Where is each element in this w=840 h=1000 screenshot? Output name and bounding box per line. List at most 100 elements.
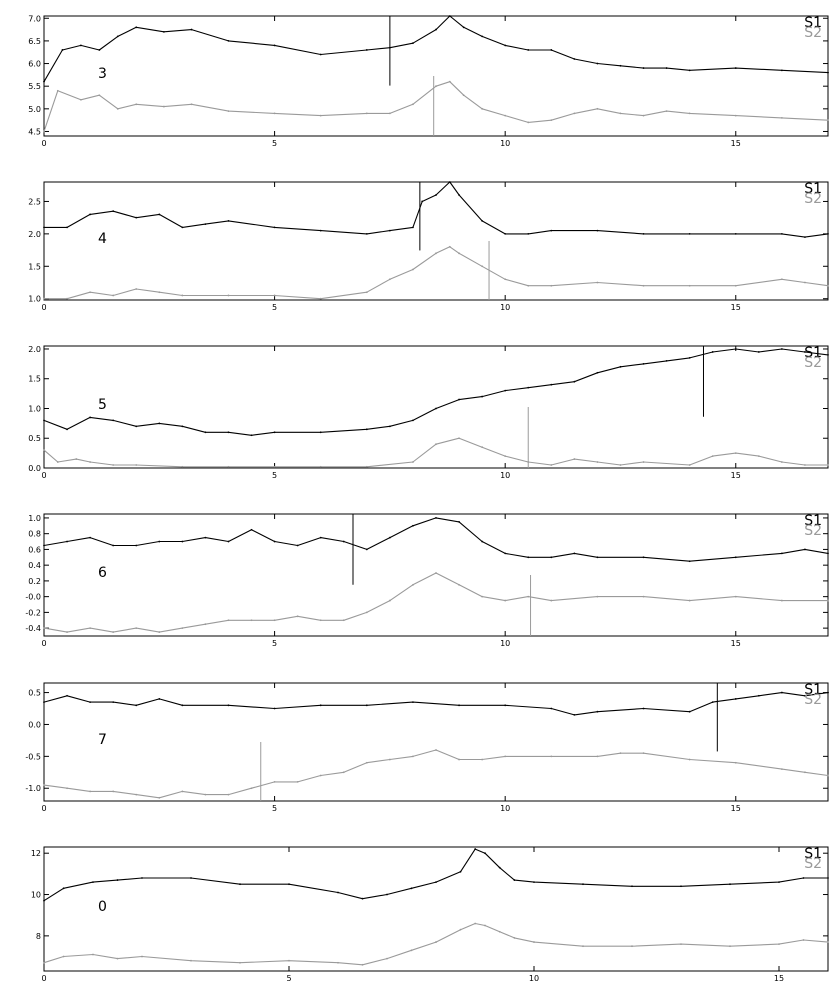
data-point-s2 bbox=[337, 961, 339, 964]
data-point-s2 bbox=[631, 945, 633, 948]
data-point-s1 bbox=[92, 881, 94, 884]
data-point-s2 bbox=[680, 943, 682, 946]
data-point-s1 bbox=[619, 365, 622, 368]
data-point-s2 bbox=[573, 458, 576, 460]
data-point-s2 bbox=[827, 599, 829, 602]
data-point-s2 bbox=[181, 294, 184, 297]
data-point-s1 bbox=[319, 229, 322, 232]
y-tick-label: 1.0 bbox=[28, 514, 41, 523]
y-tick-label: 7.0 bbox=[28, 14, 41, 23]
x-tick-label: 5 bbox=[272, 139, 277, 148]
data-point-s2 bbox=[688, 112, 691, 115]
data-point-s2 bbox=[66, 631, 68, 633]
data-point-s1 bbox=[481, 540, 484, 543]
data-point-s2 bbox=[365, 291, 368, 294]
data-point-s2 bbox=[388, 278, 391, 281]
data-point-s2 bbox=[459, 928, 462, 931]
data-point-s1 bbox=[573, 380, 576, 383]
data-point-s1 bbox=[227, 431, 230, 434]
data-point-s1 bbox=[190, 877, 192, 879]
data-point-s1 bbox=[66, 428, 68, 431]
data-point-s1 bbox=[412, 701, 414, 704]
data-point-s2 bbox=[582, 945, 584, 948]
y-tick-label: 2.0 bbox=[28, 345, 41, 354]
series-line-s2 bbox=[43, 572, 828, 633]
data-point-s2 bbox=[484, 924, 486, 927]
data-point-s1 bbox=[827, 354, 829, 356]
y-tick-label: -0.0 bbox=[25, 593, 41, 602]
data-point-s2 bbox=[481, 446, 484, 449]
data-point-s2 bbox=[319, 774, 322, 777]
data-point-s1 bbox=[365, 704, 368, 707]
data-point-s2 bbox=[204, 793, 207, 796]
data-point-s1 bbox=[365, 428, 368, 431]
data-point-s1 bbox=[474, 848, 477, 850]
data-point-s2 bbox=[504, 114, 507, 117]
data-point-s2 bbox=[780, 461, 783, 463]
y-tick-label: 4.5 bbox=[28, 127, 41, 136]
data-point-s1 bbox=[43, 701, 45, 704]
data-point-s2 bbox=[458, 437, 460, 440]
plot-frame bbox=[43, 15, 829, 137]
data-point-s1 bbox=[827, 71, 829, 74]
data-point-s1 bbox=[388, 229, 391, 232]
plot-frame bbox=[43, 682, 829, 802]
data-point-s2 bbox=[804, 771, 806, 774]
plot-frame bbox=[43, 513, 829, 637]
data-point-s2 bbox=[827, 774, 829, 777]
data-point-s2 bbox=[388, 758, 391, 761]
data-point-s1 bbox=[550, 49, 553, 51]
data-point-s1 bbox=[135, 26, 138, 29]
data-point-s2 bbox=[342, 771, 345, 774]
data-point-s2 bbox=[412, 461, 414, 463]
data-point-s1 bbox=[204, 536, 207, 539]
data-point-s1 bbox=[498, 866, 501, 869]
data-point-s2 bbox=[596, 461, 599, 463]
x-tick-label: 0 bbox=[41, 471, 46, 480]
data-point-s2 bbox=[596, 281, 599, 284]
data-point-s2 bbox=[158, 631, 161, 633]
data-point-s1 bbox=[412, 419, 414, 422]
data-point-s2 bbox=[319, 465, 322, 468]
y-tick-label: 6.5 bbox=[28, 37, 41, 46]
data-point-s2 bbox=[827, 941, 829, 943]
data-point-s1 bbox=[665, 67, 668, 69]
data-point-s2 bbox=[410, 949, 413, 952]
data-point-s2 bbox=[642, 284, 645, 287]
data-point-s1 bbox=[204, 223, 207, 226]
data-point-s1 bbox=[778, 881, 780, 884]
x-tick-label: 5 bbox=[272, 471, 277, 480]
data-point-s1 bbox=[89, 213, 92, 216]
x-tick-label: 10 bbox=[500, 303, 510, 312]
data-point-s1 bbox=[729, 883, 731, 886]
data-point-s1 bbox=[365, 49, 368, 51]
data-point-s1 bbox=[43, 226, 45, 229]
series-line-s2 bbox=[43, 81, 829, 132]
data-point-s1 bbox=[342, 540, 345, 543]
data-point-s1 bbox=[734, 348, 737, 350]
data-point-s2 bbox=[550, 755, 553, 758]
data-point-s1 bbox=[435, 28, 437, 31]
data-point-s2 bbox=[227, 793, 230, 796]
data-point-s2 bbox=[412, 103, 414, 106]
data-point-s1 bbox=[181, 425, 184, 428]
data-point-s1 bbox=[158, 422, 161, 425]
data-point-s1 bbox=[527, 386, 530, 389]
y-tick-label: 0.2 bbox=[28, 577, 41, 586]
data-point-s2 bbox=[642, 461, 645, 463]
data-point-s2 bbox=[780, 116, 783, 119]
data-point-s2 bbox=[273, 780, 276, 783]
data-point-s2 bbox=[43, 449, 45, 452]
legend-entry: S1 bbox=[804, 345, 822, 361]
data-point-s1 bbox=[89, 536, 92, 539]
data-point-s2 bbox=[412, 755, 414, 758]
data-point-s2 bbox=[250, 787, 253, 790]
x-tick-label: 5 bbox=[272, 303, 277, 312]
data-point-s1 bbox=[827, 691, 829, 694]
series-line-s1 bbox=[43, 692, 829, 716]
data-point-s2 bbox=[734, 761, 737, 764]
data-point-s2 bbox=[757, 455, 760, 457]
data-point-s1 bbox=[135, 425, 138, 428]
data-point-s1 bbox=[412, 226, 414, 229]
